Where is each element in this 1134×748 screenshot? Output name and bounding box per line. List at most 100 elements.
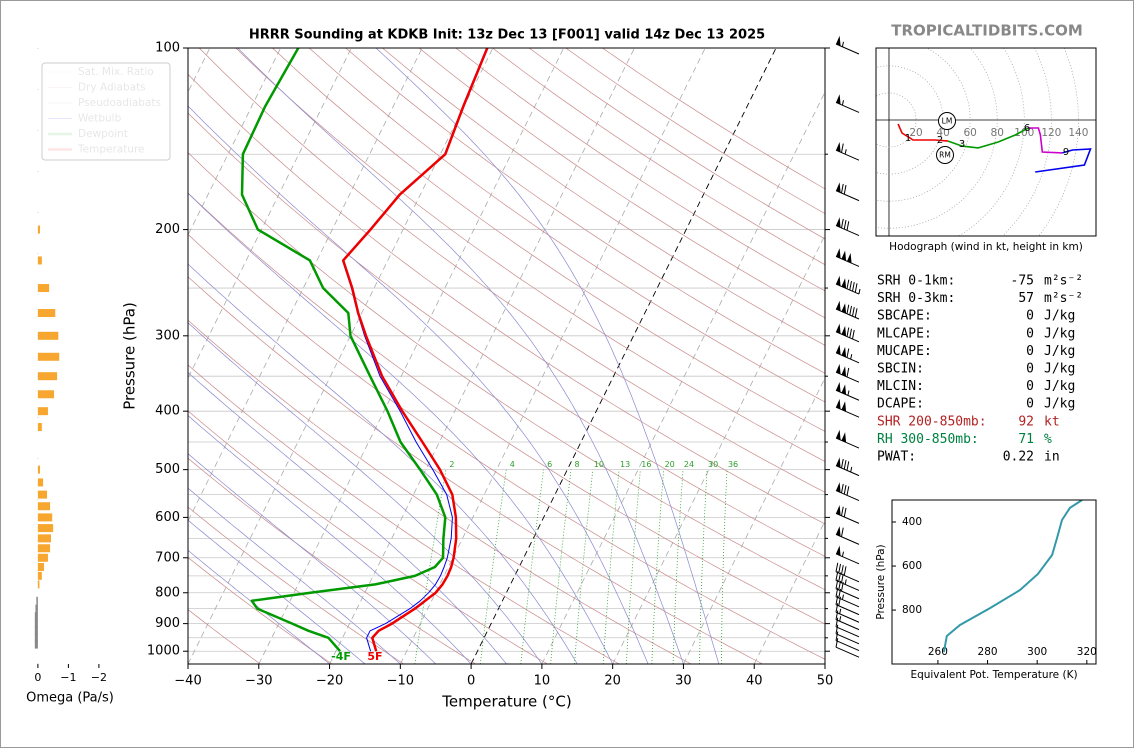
barb-full	[841, 143, 844, 153]
barb-full	[849, 328, 853, 338]
barb-pennant	[836, 457, 841, 468]
barb-full	[841, 218, 844, 229]
wind-barb	[835, 505, 860, 524]
y-tick-label: 700	[155, 550, 180, 565]
theta-e-x-tick-label: 260	[928, 646, 948, 658]
theta-e-y-tick-label: 400	[902, 516, 922, 528]
barb-staff	[835, 626, 860, 638]
wind-barb	[835, 398, 860, 418]
barb-full	[838, 580, 841, 591]
wind-barb	[835, 300, 860, 320]
profile-line	[240, 48, 447, 653]
barb-full	[835, 617, 839, 627]
theta-e-plot	[942, 500, 1083, 653]
barb-pennant	[841, 325, 847, 337]
omega-bar	[37, 502, 51, 511]
hodograph-ring-label: 60	[963, 127, 976, 139]
omega-bar	[37, 478, 44, 487]
theta-e-x-tick-label: 300	[1027, 646, 1047, 658]
barb-staff	[835, 465, 860, 477]
y-tick-label: 1000	[147, 644, 180, 659]
omega-bar	[37, 423, 42, 432]
barb-full	[841, 506, 844, 516]
barb-half	[858, 288, 861, 295]
wind-barb	[835, 638, 860, 658]
hodograph-trace	[897, 123, 949, 142]
omega-bar	[34, 619, 38, 628]
pseudoadiabat	[188, 519, 366, 664]
barb-full	[843, 507, 847, 518]
omega-x-tick-label: 0	[34, 671, 41, 684]
stat-unit: J/kg	[1044, 344, 1075, 359]
barb-staff	[835, 331, 860, 343]
omega-bar	[34, 626, 38, 635]
stat-unit: J/kg	[1044, 362, 1075, 377]
mixing-ratio-label: 8	[574, 460, 579, 469]
stat-label: MLCIN:	[877, 379, 924, 394]
omega-bar	[37, 352, 60, 361]
omega-bar	[34, 640, 38, 649]
barb-staff	[835, 43, 860, 55]
stat-label: PWAT:	[877, 450, 916, 465]
barb-full	[846, 221, 850, 231]
pseudoadiabat	[188, 105, 649, 664]
storm-motion-marker	[936, 146, 954, 164]
barb-full	[843, 460, 847, 470]
mixing-ratio-line	[626, 469, 641, 664]
barb-staff	[835, 633, 860, 645]
hodograph-height-label: 1	[905, 133, 911, 144]
theta-e-x-tick-label: 320	[1077, 646, 1097, 658]
watermark: TROPICALTIDBITS.COM	[891, 22, 1083, 40]
barb-pennant	[836, 35, 841, 46]
mixing-ratio-label: 20	[665, 460, 675, 469]
barb-pennant	[841, 432, 847, 443]
barb-full	[838, 596, 841, 606]
dry-adiabat	[188, 506, 405, 664]
barb-full	[843, 220, 847, 230]
storm-motion-label: RM	[939, 151, 951, 160]
wind-barb	[835, 457, 860, 477]
isotherm	[329, 48, 635, 664]
barb-full	[835, 624, 839, 634]
isotherm	[683, 377, 825, 664]
barb-full	[849, 280, 853, 291]
barb-pennant	[841, 401, 847, 412]
barb-full	[846, 304, 850, 314]
barb-half	[839, 616, 842, 622]
barb-full	[841, 183, 844, 194]
surface-annotation: -4F	[331, 650, 351, 663]
mixing-ratio-label: 36	[728, 460, 738, 469]
isotherm	[541, 91, 825, 664]
wind-barb	[835, 35, 860, 55]
barb-full	[843, 566, 847, 576]
omega-bar	[37, 524, 54, 533]
stat-unit: m²s⁻²	[1044, 274, 1083, 289]
x-tick-label: 20	[604, 674, 621, 689]
stat-value: 0	[1026, 326, 1034, 341]
barb-staff	[835, 646, 860, 658]
stat-unit: kt	[1044, 414, 1060, 429]
barb-half	[844, 149, 847, 155]
barb-half	[850, 354, 853, 360]
barb-half	[841, 41, 844, 47]
theta-e-y-tick-label: 800	[902, 604, 922, 616]
hodograph-ring-label: 140	[1068, 127, 1088, 139]
barb-full	[838, 563, 841, 574]
y-tick-label: 200	[155, 222, 180, 237]
hodograph-height-label: 6	[1024, 123, 1030, 134]
wind-barb	[835, 631, 860, 652]
dry-adiabat	[188, 457, 476, 664]
stat-label: SBCIN:	[877, 362, 924, 377]
barb-full	[835, 638, 839, 648]
barb-pennant	[836, 382, 841, 393]
barb-staff	[835, 490, 860, 502]
mixing-ratio-line	[699, 469, 708, 664]
wind-barb	[835, 545, 860, 565]
wind-barb	[835, 526, 860, 545]
barb-pennant	[836, 182, 841, 193]
skewt-frame	[187, 47, 826, 665]
barb-pennant	[841, 278, 847, 289]
barb-pennant	[841, 250, 847, 261]
pseudoadiabat	[188, 192, 614, 664]
